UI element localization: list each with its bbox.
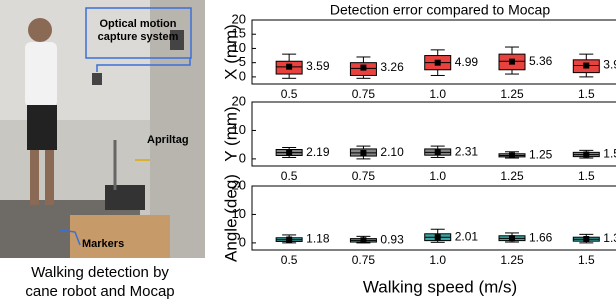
x-tick-label: 0.5 bbox=[281, 253, 298, 267]
y-tick-label: 0 bbox=[239, 150, 246, 165]
x-tick-label: 0.5 bbox=[281, 169, 298, 183]
mean-marker bbox=[509, 152, 515, 158]
x-tick-label: 1.0 bbox=[429, 253, 446, 267]
mean-marker bbox=[509, 235, 515, 241]
value-label: 1.56 bbox=[603, 147, 616, 161]
value-label: 0.93 bbox=[380, 232, 404, 246]
caption: cane robot and Mocap bbox=[25, 283, 174, 300]
mean-marker bbox=[509, 59, 515, 65]
shirt bbox=[25, 42, 57, 107]
mean-marker bbox=[583, 151, 589, 157]
mean-marker bbox=[286, 150, 292, 156]
x-tick-label: 1.5 bbox=[578, 169, 595, 183]
plot-frame bbox=[252, 20, 616, 84]
mean-marker bbox=[360, 150, 366, 156]
value-label: 3.99 bbox=[603, 58, 616, 72]
value-label: 5.36 bbox=[529, 54, 553, 68]
value-label: 2.31 bbox=[455, 144, 479, 158]
x-tick-label: 1.25 bbox=[500, 169, 524, 183]
x-tick-label: 1.5 bbox=[578, 253, 595, 267]
mean-marker bbox=[286, 64, 292, 70]
mean-marker bbox=[583, 63, 589, 69]
value-label: 1.25 bbox=[529, 148, 553, 162]
value-label: 2.19 bbox=[306, 145, 330, 159]
y-tick-label: 20 bbox=[232, 11, 246, 26]
mean-marker bbox=[583, 236, 589, 242]
y-tick-label: 0 bbox=[239, 234, 246, 249]
mean-marker bbox=[435, 60, 441, 66]
x-tick-label: 0.75 bbox=[352, 253, 376, 267]
y-tick-label: 10 bbox=[232, 122, 246, 137]
camera bbox=[92, 73, 102, 85]
value-label: 3.59 bbox=[306, 59, 330, 73]
head bbox=[28, 18, 52, 42]
leg bbox=[45, 150, 54, 205]
value-label: 2.10 bbox=[380, 145, 404, 159]
value-label: 4.99 bbox=[455, 55, 479, 69]
mean-marker bbox=[360, 65, 366, 71]
value-label: 1.66 bbox=[529, 230, 553, 244]
chart-title: Detection error compared to Mocap bbox=[330, 2, 550, 18]
x-tick-label: 0.75 bbox=[352, 87, 376, 101]
value-label: 2.01 bbox=[455, 229, 479, 243]
x-tick-label: 1.25 bbox=[500, 253, 524, 267]
mean-marker bbox=[360, 237, 366, 243]
y-tick-label: 20 bbox=[232, 177, 246, 192]
y-tick-label: 5 bbox=[239, 54, 246, 69]
mean-marker bbox=[286, 237, 292, 243]
x-tick-label: 1.5 bbox=[578, 87, 595, 101]
x-tick-label: 1.25 bbox=[500, 87, 524, 101]
leg bbox=[30, 150, 39, 205]
platform bbox=[70, 215, 170, 258]
x-tick-label: 1.0 bbox=[429, 169, 446, 183]
x-tick-label: 0.75 bbox=[352, 169, 376, 183]
x-tick-label: 0.5 bbox=[281, 87, 298, 101]
mean-marker bbox=[435, 149, 441, 155]
x-tick-label: 1.0 bbox=[429, 87, 446, 101]
value-label: 3.26 bbox=[380, 60, 404, 74]
shorts bbox=[27, 105, 57, 150]
y-tick-label: 10 bbox=[232, 206, 246, 221]
value-label: 1.18 bbox=[306, 232, 330, 246]
photo-label: Apriltag bbox=[147, 134, 189, 146]
y-tick-label: 20 bbox=[232, 93, 246, 108]
caption: Walking detection by bbox=[31, 264, 169, 281]
mean-marker bbox=[435, 234, 441, 240]
y-tick-label: 10 bbox=[232, 40, 246, 55]
y-tick-label: 0 bbox=[239, 68, 246, 83]
page: Optical motioncapture system Apriltag Ma… bbox=[0, 0, 616, 300]
value-label: 1.37 bbox=[603, 231, 616, 245]
x-axis-label: Walking speed (m/s) bbox=[363, 277, 517, 296]
cane-robot bbox=[105, 185, 145, 210]
figure: Optical motioncapture system Apriltag Ma… bbox=[0, 0, 616, 300]
y-tick-label: 15 bbox=[232, 26, 246, 41]
photo-label: Markers bbox=[82, 238, 124, 250]
